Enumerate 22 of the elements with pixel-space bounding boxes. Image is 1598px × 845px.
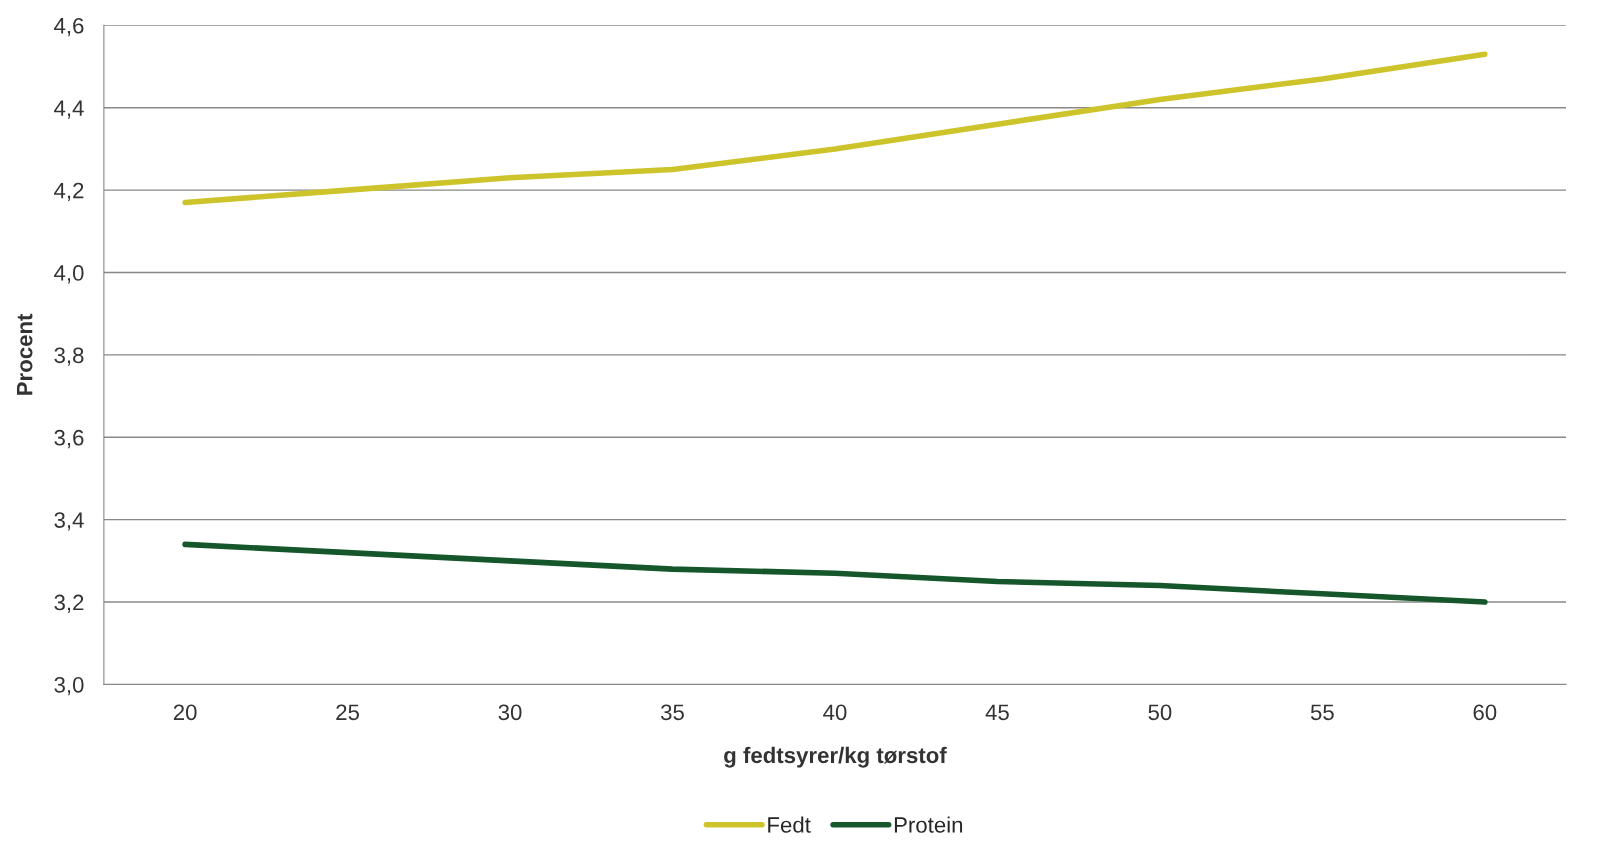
x-axis-title: g fedtsyrer/kg tørstof: [724, 746, 947, 768]
x-tick-label: 55: [1310, 704, 1334, 721]
x-tick-label: 30: [498, 704, 522, 721]
y-tick-label: 4,0: [54, 265, 84, 284]
y-tick-label: 4,4: [54, 100, 84, 119]
x-tick-label: 60: [1473, 704, 1497, 721]
x-tick-label: 35: [660, 704, 684, 721]
x-tick-label: 40: [823, 704, 847, 721]
y-tick-label: 4,6: [54, 17, 84, 37]
y-tick-label: 3,0: [54, 676, 84, 696]
legend-label: Protein: [894, 816, 963, 833]
legend-label: Fedt: [768, 816, 811, 833]
y-tick-label: 3,6: [54, 429, 84, 449]
x-tick-label: 50: [1148, 704, 1172, 721]
y-tick-label: 3,4: [54, 512, 84, 531]
y-tick-label: 3,8: [54, 347, 84, 366]
x-tick-label: 45: [985, 704, 1009, 721]
y-tick-label: 3,2: [54, 594, 84, 613]
y-tick-label: 4,2: [54, 182, 84, 202]
y-axis-title: Procent: [16, 313, 33, 395]
x-tick-label: 25: [336, 704, 359, 721]
x-tick-label: 20: [173, 704, 197, 721]
